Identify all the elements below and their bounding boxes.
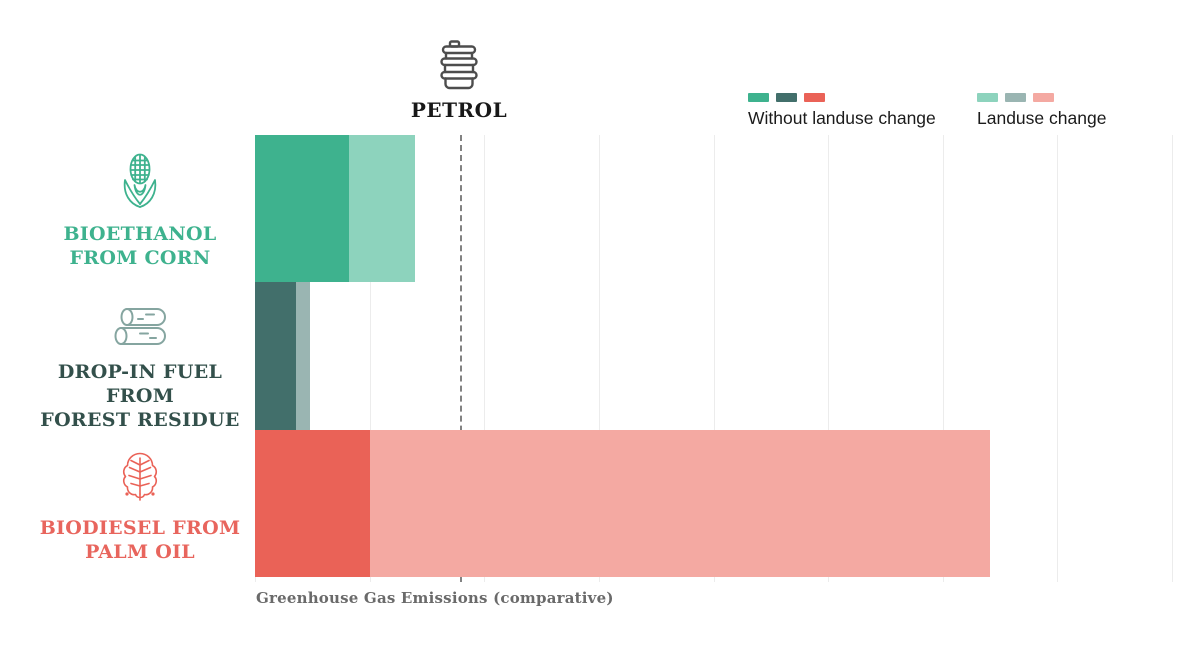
- plot-area: [255, 135, 1173, 582]
- row-label-dropin-fuel: DROP-IN FUEL FROM FOREST RESIDUE: [35, 306, 245, 432]
- logs-icon: [114, 308, 166, 345]
- corn-icon: [123, 153, 157, 208]
- gridline: [942, 135, 944, 582]
- legend-swatch: [776, 93, 797, 102]
- gridline: [1057, 135, 1059, 582]
- row-label-biodiesel: BIODIESEL FROM PALM OIL: [35, 450, 245, 564]
- gridline: [598, 135, 600, 582]
- bar-row: [255, 282, 1172, 430]
- legend-swatch: [977, 93, 998, 102]
- bar-segment: [369, 429, 990, 577]
- legend-swatch: [748, 93, 769, 102]
- legend-swatch: [1005, 93, 1026, 102]
- legend-label-landuse: Landuse change: [977, 108, 1107, 128]
- bar-row: [255, 429, 1172, 577]
- row-label-text: BIODIESEL FROM PALM OIL: [39, 517, 241, 563]
- row-label-text: DROP-IN FUEL FROM FOREST RESIDUE: [40, 361, 240, 431]
- gridline: [369, 135, 371, 582]
- palm-leaf-icon: [122, 452, 158, 501]
- petrol-header: PETROL: [389, 40, 529, 122]
- legend-without-landuse: Without landuse change: [748, 93, 936, 129]
- petrol-label: PETROL: [410, 98, 508, 122]
- bar-row: [255, 135, 1172, 283]
- legend-swatch: [804, 93, 825, 102]
- gridline: [713, 135, 715, 582]
- bar-segment: [349, 135, 415, 283]
- legend-swatches-without: [748, 93, 936, 102]
- gridline: [1172, 135, 1173, 582]
- petrol-reference-line: [459, 135, 462, 582]
- bars-area: [255, 135, 1172, 577]
- x-axis-label: Greenhouse Gas Emissions (comparative): [256, 589, 614, 607]
- bar-segment: [295, 282, 311, 430]
- legend-label-without: Without landuse change: [748, 108, 936, 128]
- gridline: [828, 135, 830, 582]
- row-label-text: BIOETHANOL FROM CORN: [63, 223, 217, 269]
- legend-landuse-change: Landuse change: [977, 93, 1106, 129]
- bar-segment: [255, 282, 296, 430]
- bar-segment: [255, 135, 350, 283]
- oil-barrel-icon: [440, 40, 478, 90]
- gridline: [484, 135, 486, 582]
- bar-segment: [255, 429, 370, 577]
- legend-swatches-landuse: [977, 93, 1106, 102]
- row-label-bioethanol: BIOETHANOL FROM CORN: [35, 152, 245, 270]
- legend-swatch: [1033, 93, 1054, 102]
